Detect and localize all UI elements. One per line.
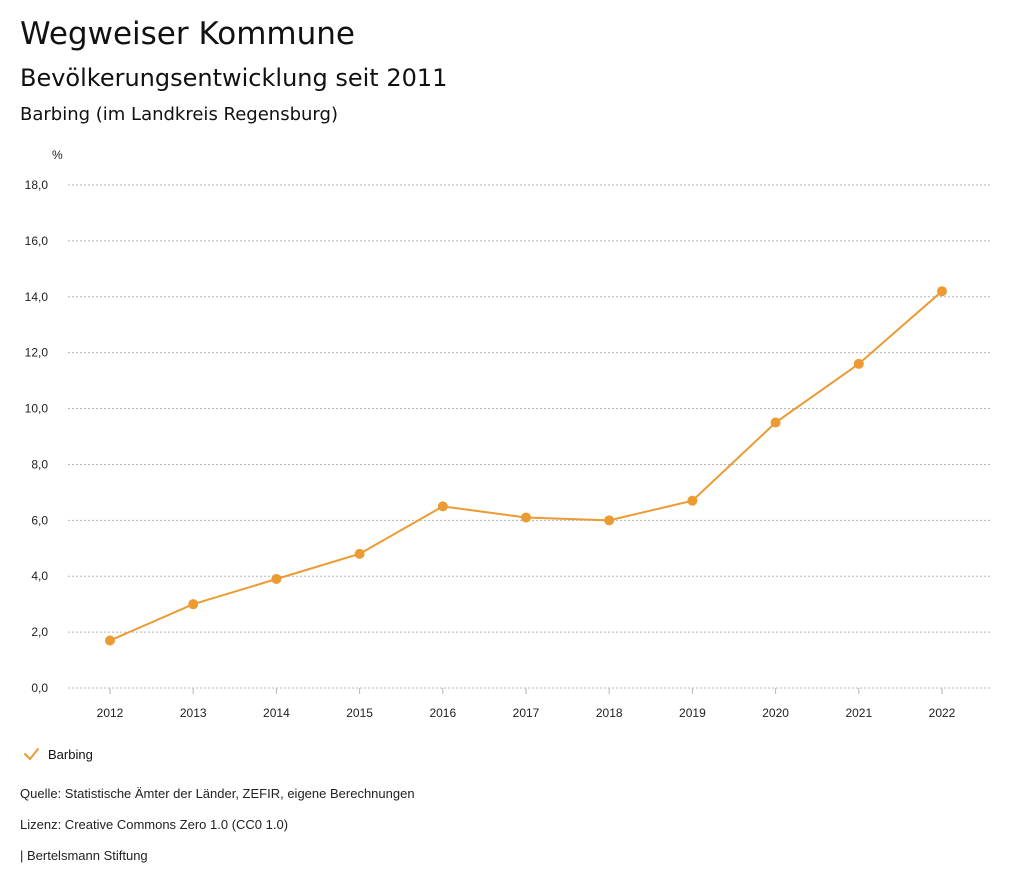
y-tick-label: 4,0 [31, 569, 48, 583]
data-point[interactable] [188, 599, 199, 610]
x-tick-label: 2019 [679, 706, 706, 720]
y-tick-label: 18,0 [25, 178, 49, 192]
data-point[interactable] [604, 515, 615, 526]
data-point[interactable] [853, 358, 864, 369]
region-label: Barbing (im Landkreis Regensburg) [20, 104, 338, 125]
data-point[interactable] [770, 417, 781, 428]
publisher-note: | Bertelsmann Stiftung [20, 848, 148, 863]
license-note: Lizenz: Creative Commons Zero 1.0 (CC0 1… [20, 817, 289, 832]
x-tick-label: 2021 [845, 706, 872, 720]
data-point[interactable] [354, 548, 365, 559]
x-tick-label: 2013 [180, 706, 207, 720]
y-tick-label: 16,0 [25, 234, 49, 248]
chart-subtitle: Bevölkerungsentwicklung seit 2011 [20, 64, 448, 92]
grid-lines [68, 184, 990, 689]
chart-legend[interactable]: Barbing [20, 744, 93, 764]
y-tick-label: 14,0 [25, 290, 49, 304]
data-point[interactable] [687, 495, 698, 506]
y-tick-label: 10,0 [25, 402, 49, 416]
x-tick-label: 2020 [762, 706, 789, 720]
y-axis-label: % [52, 148, 63, 162]
x-axis-ticks: 2012 2013 2014 2015 2016 2017 2018 2019 2020 2021… [97, 688, 956, 720]
data-point[interactable] [937, 286, 947, 297]
source-note: Quelle: Statistische Ämter der Länder, Z… [20, 786, 415, 801]
y-tick-label: 12,0 [25, 346, 49, 360]
x-tick-label: 2018 [596, 706, 623, 720]
page-title: Wegweiser Kommune [20, 16, 355, 52]
data-point[interactable] [521, 512, 531, 523]
x-tick-label: 2014 [263, 706, 290, 720]
y-tick-label: 2,0 [31, 625, 48, 639]
x-tick-label: 2015 [346, 706, 373, 720]
y-tick-label: 0,0 [31, 681, 48, 695]
x-tick-label: 2016 [429, 706, 456, 720]
check-icon [24, 748, 39, 760]
series-barbing [105, 286, 947, 646]
legend-item-label: Barbing [48, 746, 93, 762]
y-tick-label: 6,0 [31, 513, 48, 527]
y-tick-label: 8,0 [31, 457, 48, 471]
y-axis-ticks: 0,0 2,0 4,0 6,0 8,0 10,0 12,0 14,0 16,0 18,0 [25, 178, 49, 695]
data-point[interactable] [105, 635, 115, 646]
x-tick-label: 2017 [513, 706, 540, 720]
series-line [109, 290, 943, 642]
data-point[interactable] [437, 501, 448, 512]
line-chart: % 0,0 2,0 4,0 6,0 8,0 10,0 12,0 14,0 16,0 18,0 20… [25, 148, 990, 720]
x-tick-label: 2022 [929, 706, 956, 720]
x-tick-label: 2012 [97, 706, 124, 720]
data-point[interactable] [271, 574, 282, 585]
